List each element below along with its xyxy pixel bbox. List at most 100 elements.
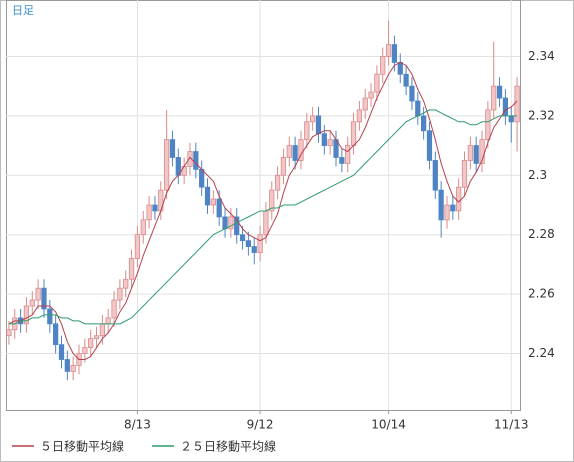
x-tick-label: 10/14 xyxy=(371,418,406,432)
candle-body xyxy=(415,100,421,117)
candle-body xyxy=(123,278,129,289)
candle-body xyxy=(193,151,199,170)
candle-body xyxy=(23,305,30,325)
candle-body xyxy=(274,174,281,191)
candle-body xyxy=(350,121,357,146)
candle-body xyxy=(397,61,403,75)
candle-body xyxy=(292,145,298,161)
candle-body xyxy=(315,115,322,135)
candle-body xyxy=(187,151,193,167)
candle-body xyxy=(41,287,47,310)
candle-body xyxy=(327,139,333,146)
candle-body xyxy=(47,308,53,325)
candle-body xyxy=(152,204,158,212)
candle-body xyxy=(450,204,456,212)
y-tick-label: 2.32 xyxy=(528,108,555,122)
candle-body xyxy=(368,91,374,99)
candle-body xyxy=(432,160,438,191)
candle-body xyxy=(245,240,252,247)
candle-body xyxy=(82,347,88,354)
candle-body xyxy=(93,335,100,340)
candle-body xyxy=(134,234,141,259)
candle-body xyxy=(111,299,117,319)
candle-body xyxy=(204,186,211,206)
candle-body xyxy=(310,115,316,123)
candle-body xyxy=(239,234,246,242)
candle-body xyxy=(210,198,216,206)
y-tick-label: 2.28 xyxy=(528,227,555,241)
candle-body xyxy=(128,258,135,280)
candle-body xyxy=(426,130,433,161)
candle-body xyxy=(140,219,146,236)
candle-body xyxy=(385,44,392,57)
candle-body xyxy=(6,329,12,337)
candle-body xyxy=(58,344,65,360)
candle-body xyxy=(35,287,41,301)
candle-body xyxy=(496,85,503,99)
candle-body xyxy=(409,85,415,102)
candle-body xyxy=(374,73,380,93)
candle-body xyxy=(467,145,473,161)
candle-body xyxy=(461,160,468,188)
y-tick-label: 2.34 xyxy=(528,49,555,63)
candle-body xyxy=(286,145,292,158)
candle-body xyxy=(444,204,450,221)
candle-body xyxy=(304,121,310,141)
candle-body xyxy=(158,189,164,212)
plot-frame xyxy=(6,0,521,411)
candle-body xyxy=(263,210,269,236)
candle-body xyxy=(473,145,479,164)
chart-title: 日足 xyxy=(12,4,34,17)
candle-body xyxy=(491,85,497,111)
candle-body xyxy=(29,299,35,307)
candle-body xyxy=(356,109,362,123)
x-tick-label: 9/12 xyxy=(247,418,274,432)
candle-body xyxy=(199,168,205,188)
candle-body xyxy=(421,115,427,132)
candle-body xyxy=(345,145,351,164)
candle-body xyxy=(479,139,485,164)
y-tick-label: 2.26 xyxy=(528,287,555,301)
candle-body xyxy=(70,365,76,372)
candle-body xyxy=(391,44,398,63)
candle-body xyxy=(380,56,386,75)
candle-body xyxy=(456,186,462,212)
candle-body xyxy=(321,133,327,146)
candle-body xyxy=(339,157,345,164)
candle-body xyxy=(164,139,170,191)
candle-body xyxy=(269,189,275,212)
candle-body xyxy=(169,139,176,158)
candle-body xyxy=(64,359,70,372)
x-tick-label: 11/13 xyxy=(494,418,529,432)
moving-average-line xyxy=(8,61,518,360)
candle-body xyxy=(222,216,228,230)
candle-body xyxy=(88,338,94,349)
candle-body xyxy=(438,189,444,221)
candle-body xyxy=(234,216,240,236)
candle-body xyxy=(485,109,491,141)
candle-body xyxy=(403,73,409,87)
y-tick-label: 2.24 xyxy=(528,346,555,360)
candle-body xyxy=(99,323,105,337)
candle-body xyxy=(508,115,514,123)
candle-body xyxy=(251,246,257,253)
moving-average-line xyxy=(8,109,518,325)
y-tick-label: 2.3 xyxy=(528,168,547,182)
candle-body xyxy=(257,234,263,253)
candle-body xyxy=(146,204,152,221)
candle-body xyxy=(181,165,187,176)
candle-body xyxy=(514,85,520,123)
candle-body xyxy=(362,97,368,111)
legend-label: ５日移動平均線 xyxy=(40,439,124,454)
legend-label: ２５日移動平均線 xyxy=(180,439,276,454)
x-tick-label: 8/13 xyxy=(124,418,151,432)
candle-body xyxy=(53,323,59,346)
candle-body xyxy=(105,317,111,325)
candle-body xyxy=(228,216,234,230)
candle-body xyxy=(298,139,304,161)
candle-body xyxy=(117,287,123,301)
candle-body xyxy=(280,157,287,176)
candle-body xyxy=(216,198,222,218)
